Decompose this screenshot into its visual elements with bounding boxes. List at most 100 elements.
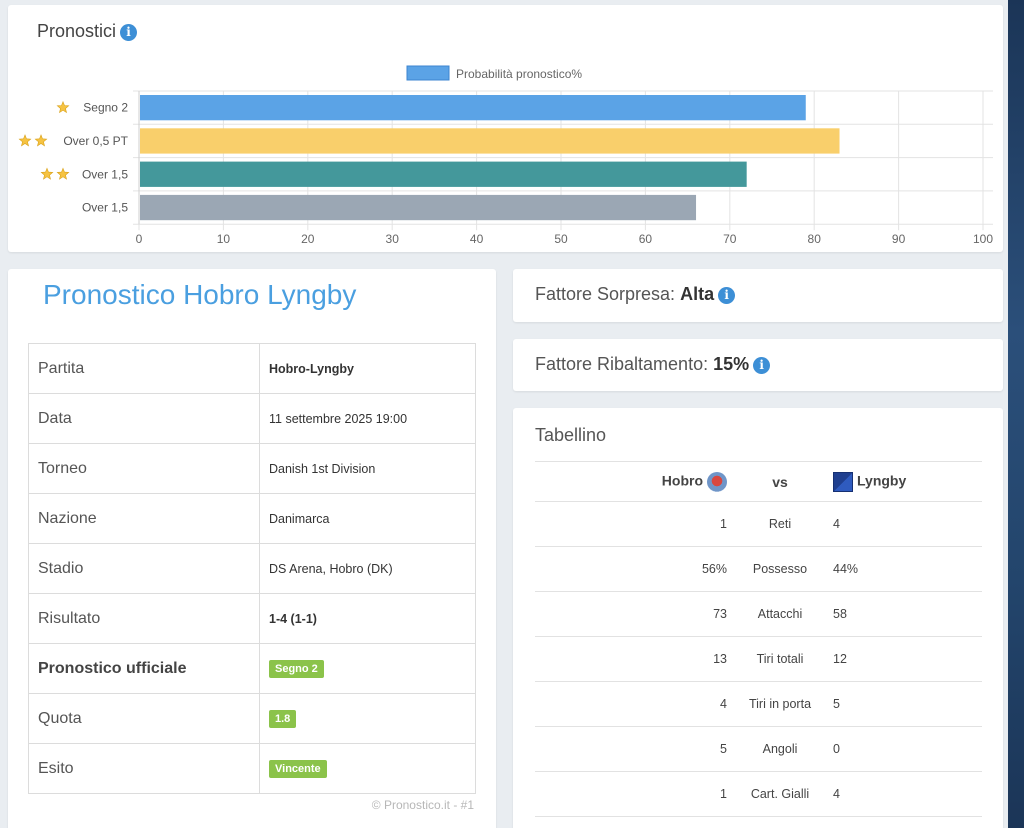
home-team-header: Hobro bbox=[535, 461, 735, 502]
hobro-logo-icon bbox=[707, 471, 727, 492]
match-info-value-cell: Hobro-Lyngby bbox=[259, 343, 476, 394]
result-badge: Vincente bbox=[269, 759, 327, 778]
match-info-value-cell: 11 settembre 2025 19:00 bbox=[259, 393, 476, 444]
fattore-sorpresa-card: Fattore Sorpresa: Alta i bbox=[513, 269, 1003, 322]
stat-home-value: 56% bbox=[535, 546, 735, 592]
star-icon bbox=[56, 167, 70, 180]
stat-home-value: 73 bbox=[535, 591, 735, 637]
match-title: Pronostico Hobro Lyngby bbox=[43, 279, 357, 310]
match-info-label: Data bbox=[28, 393, 260, 444]
match-info-label: Nazione bbox=[28, 493, 260, 544]
legend-swatch[interactable] bbox=[406, 65, 450, 81]
stat-label: Cart. Gialli bbox=[735, 771, 825, 817]
bar-3[interactable] bbox=[140, 194, 697, 221]
star-icon bbox=[40, 167, 54, 180]
home-team-name: Hobro bbox=[661, 472, 703, 489]
x-tick-label: 80 bbox=[808, 232, 822, 246]
match-info-table: Partita Hobro-Lyngby Data 11 settembre 2025… bbox=[28, 343, 476, 794]
info-icon[interactable]: i bbox=[753, 356, 771, 374]
probability-bar-chart: Probabilità pronostico% 0 10 20 30 40 50 60 70 80… bbox=[18, 65, 993, 246]
x-tick-label: 90 bbox=[892, 232, 906, 246]
match-info-value-cell: 1.8 bbox=[259, 693, 476, 744]
x-tick-label: 70 bbox=[723, 232, 737, 246]
away-team-name: Lyngby bbox=[857, 472, 907, 489]
stat-away-value: 5 bbox=[825, 681, 982, 727]
match-info-row: Risultato 1-4 (1-1) bbox=[28, 593, 476, 644]
legend-label[interactable]: Probabilità pronostico% bbox=[456, 67, 582, 81]
match-info-label: Pronostico ufficiale bbox=[28, 643, 260, 694]
tabellino-card: Tabellino Hobro vs Lyngby 1 Reti 4 56% Posse… bbox=[513, 408, 1003, 828]
stats-header-row: Hobro vs Lyngby bbox=[535, 461, 982, 502]
stats-table: Hobro vs Lyngby 1 Reti 4 56% Possesso 44% 73 At… bbox=[535, 461, 982, 817]
match-info-label: Stadio bbox=[28, 543, 260, 594]
stat-label: Angoli bbox=[735, 726, 825, 772]
info-icon[interactable]: i bbox=[120, 23, 138, 41]
match-info-value-cell: Segno 2 bbox=[259, 643, 476, 694]
category-label: Over 0,5 PT bbox=[63, 134, 128, 148]
sorpresa-value: Alta bbox=[680, 284, 715, 304]
result-badge: 1.8 bbox=[269, 709, 297, 728]
match-info-row: Stadio DS Arena, Hobro (DK) bbox=[28, 543, 476, 594]
match-info-row: Pronostico ufficiale Segno 2 bbox=[28, 643, 476, 694]
match-info-value-cell: Vincente bbox=[259, 743, 476, 794]
tabellino-title: Tabellino bbox=[535, 425, 607, 445]
info-icon[interactable]: i bbox=[718, 286, 736, 304]
stat-home-value: 4 bbox=[535, 681, 735, 727]
match-info-row: Nazione Danimarca bbox=[28, 493, 476, 544]
match-info-label: Esito bbox=[28, 743, 260, 794]
copyright-text: © Pronostico.it - #1 bbox=[371, 798, 474, 812]
bar-1[interactable] bbox=[140, 128, 840, 154]
stat-away-value: 44% bbox=[825, 546, 982, 592]
stat-away-value: 4 bbox=[825, 771, 982, 817]
fattore-ribaltamento-card: Fattore Ribaltamento: 15% i bbox=[513, 339, 1003, 391]
match-info-value-cell: 1-4 (1-1) bbox=[259, 593, 476, 644]
stat-label: Tiri in porta bbox=[735, 681, 825, 727]
stats-row: 5 Angoli 0 bbox=[535, 726, 982, 772]
stat-away-value: 58 bbox=[825, 591, 982, 637]
x-tick-label: 60 bbox=[639, 232, 653, 246]
match-info-row: Esito Vincente bbox=[28, 743, 476, 794]
stat-label: Attacchi bbox=[735, 591, 825, 637]
stat-home-value: 1 bbox=[535, 501, 735, 547]
match-info-card: Pronostico Hobro Lyngby Partita Hobro-Lyn… bbox=[8, 269, 496, 828]
stat-home-value: 13 bbox=[535, 636, 735, 682]
result-badge: Segno 2 bbox=[269, 659, 324, 678]
category-label: Segno 2 bbox=[83, 101, 128, 115]
match-info-label: Partita bbox=[28, 343, 260, 394]
stat-home-value: 1 bbox=[535, 771, 735, 817]
fattore-ribaltamento: Fattore Ribaltamento: 15% i bbox=[535, 354, 771, 375]
bar-0[interactable] bbox=[140, 95, 806, 121]
stat-label: Tiri totali bbox=[735, 636, 825, 682]
x-tick-label: 10 bbox=[217, 232, 231, 246]
x-tick-label: 50 bbox=[554, 232, 568, 246]
stats-row: 73 Attacchi 58 bbox=[535, 591, 982, 637]
stat-home-value: 5 bbox=[535, 726, 735, 772]
match-info-row: Partita Hobro-Lyngby bbox=[28, 343, 476, 394]
bar-2[interactable] bbox=[140, 161, 747, 187]
stat-label: Reti bbox=[735, 501, 825, 547]
x-tick-label: 100 bbox=[973, 232, 993, 246]
background-edge bbox=[1008, 0, 1024, 828]
match-info-value-cell: DS Arena, Hobro (DK) bbox=[259, 543, 476, 594]
stats-row: 4 Tiri in porta 5 bbox=[535, 681, 982, 727]
x-tick-label: 20 bbox=[301, 232, 315, 246]
match-info-label: Torneo bbox=[28, 443, 260, 494]
sorpresa-label: Fattore Sorpresa: bbox=[535, 284, 676, 304]
star-icon bbox=[18, 134, 32, 147]
stat-away-value: 12 bbox=[825, 636, 982, 682]
pronostici-chart-card: Pronostici i Probabilità pronostico% 0 10 20… bbox=[8, 5, 1003, 252]
stat-away-value: 4 bbox=[825, 501, 982, 547]
category-label: Over 1,5 bbox=[82, 167, 128, 181]
ribaltamento-value: 15% bbox=[713, 354, 750, 374]
match-info-row: Torneo Danish 1st Division bbox=[28, 443, 476, 494]
stats-row: 1 Cart. Gialli 4 bbox=[535, 771, 982, 817]
ribaltamento-label: Fattore Ribaltamento: bbox=[535, 354, 709, 374]
chart-title-row: Pronostici i bbox=[37, 21, 138, 42]
match-info-row: Quota 1.8 bbox=[28, 693, 476, 744]
match-info-label: Risultato bbox=[28, 593, 260, 644]
stats-row: 56% Possesso 44% bbox=[535, 546, 982, 592]
match-info-value-cell: Danimarca bbox=[259, 493, 476, 544]
stats-row: 13 Tiri totali 12 bbox=[535, 636, 982, 682]
fattore-sorpresa: Fattore Sorpresa: Alta i bbox=[535, 284, 736, 305]
chart-title: Pronostici bbox=[37, 21, 117, 41]
